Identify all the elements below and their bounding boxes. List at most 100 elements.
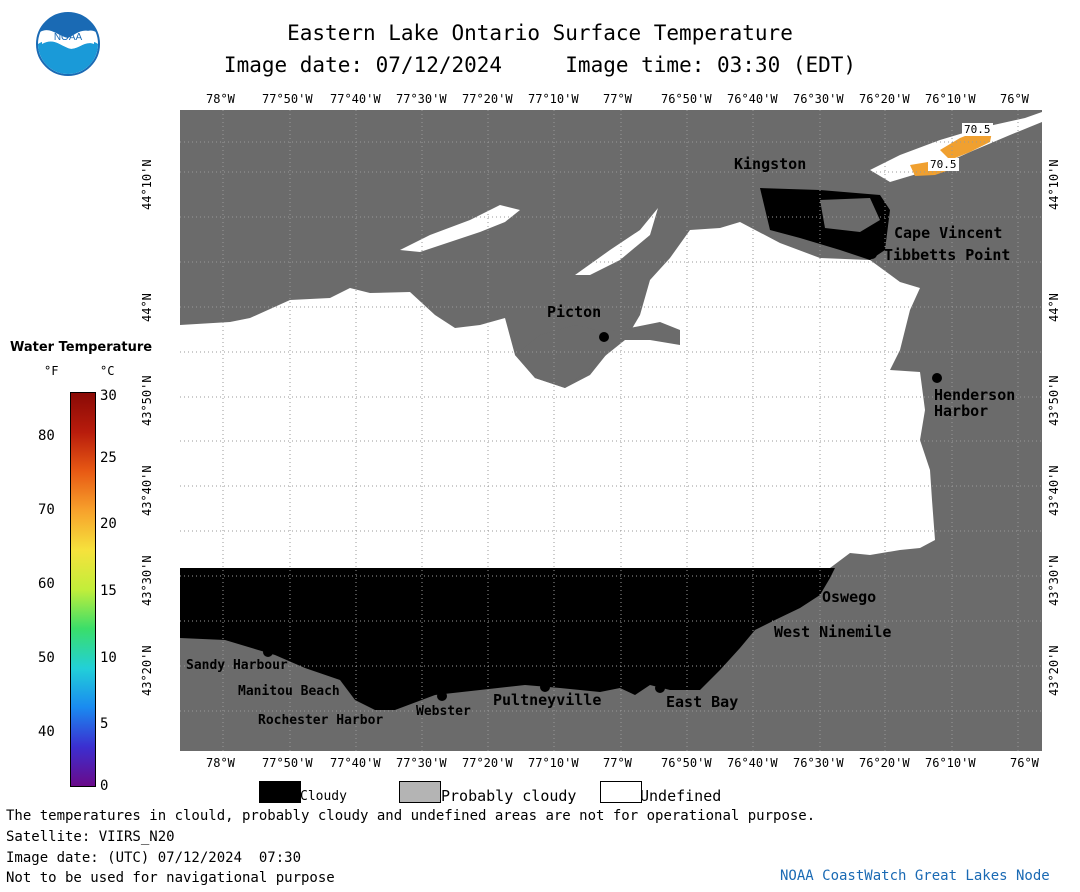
lat-tick: 43°20'N xyxy=(1047,645,1061,696)
lon-tick: 76°20'W xyxy=(859,756,910,770)
lon-tick: 76°40'W xyxy=(727,92,778,106)
lon-tick: 76°30'W xyxy=(793,756,844,770)
map-grid xyxy=(180,110,1042,751)
marker-pultneyville xyxy=(540,682,550,692)
legend-unit-f: °F xyxy=(44,364,59,378)
cloudy-swatch xyxy=(259,781,301,803)
legend-c-tick: 15 xyxy=(100,583,117,599)
lon-tick: 77°10'W xyxy=(528,92,579,106)
legend-c-tick: 20 xyxy=(100,516,117,532)
lon-tick: 77°W xyxy=(603,756,632,770)
marker-sandy-harbour xyxy=(263,647,273,657)
place-label-east-bay: East Bay xyxy=(666,693,739,711)
lake-undefined-area xyxy=(400,205,520,252)
disclaimer-text: The temperatures in clould, probably clo… xyxy=(6,808,816,824)
svg-text:NOAA: NOAA xyxy=(54,32,83,43)
lon-tick: 77°30'W xyxy=(396,756,447,770)
credit-text: NOAA CoastWatch Great Lakes Node xyxy=(780,868,1050,884)
place-label-webster: Webster xyxy=(416,704,471,719)
temperature-pixels xyxy=(940,130,992,160)
place-label-oswego: Oswego xyxy=(822,588,877,606)
navigation-disclaimer: Not to be used for navigational purpose xyxy=(6,870,335,886)
lat-tick: 43°30'N xyxy=(1047,555,1061,606)
lon-tick: 76°W xyxy=(1000,92,1029,106)
marker-tibbetts-point xyxy=(867,249,877,259)
lon-tick: 78°W xyxy=(206,92,235,106)
marker-west-ninemile xyxy=(760,614,770,624)
marker-manitou-beach xyxy=(335,669,345,679)
marker-henderson-harbor xyxy=(932,373,942,383)
lake-undefined-area xyxy=(180,222,935,568)
temp-label: 70.5 xyxy=(962,123,993,136)
place-label-pultneyville: Pultneyville xyxy=(493,691,602,709)
legend-c-tick: 10 xyxy=(100,650,117,666)
lat-tick: 44°10'N xyxy=(1047,159,1061,210)
place-label-picton: Picton xyxy=(547,303,602,321)
temp-label: 70.5 xyxy=(928,158,959,171)
marker-webster xyxy=(437,691,447,701)
probably-cloudy-label: Probably cloudy xyxy=(441,787,577,805)
place-label-manitou-beach: Manitou Beach xyxy=(238,684,340,699)
marker-east-bay xyxy=(655,683,665,693)
legend-c-tick: 0 xyxy=(100,778,109,794)
color-scale-bar xyxy=(70,392,96,787)
marker-cape-vincent xyxy=(877,225,887,235)
lon-tick: 76°40'W xyxy=(727,756,778,770)
utc-date-text: Image date: (UTC) 07/12/2024 07:30 xyxy=(6,850,302,866)
place-label-kingston: Kingston xyxy=(734,155,807,173)
image-date-time: Image date: 07/12/2024 Image time: 03:30… xyxy=(223,53,857,77)
lon-tick: 77°10'W xyxy=(528,756,579,770)
noaa-logo: NOAA xyxy=(36,12,100,76)
legend-c-tick: 5 xyxy=(100,716,109,732)
lon-tick: 76°W xyxy=(1010,756,1039,770)
lon-tick: 76°50'W xyxy=(661,92,712,106)
lon-tick: 76°20'W xyxy=(859,92,910,106)
legend-f-tick: 60 xyxy=(38,576,55,592)
lon-tick: 77°50'W xyxy=(262,756,313,770)
lat-tick: 44°10'N xyxy=(140,159,154,210)
lon-tick: 77°20'W xyxy=(462,756,513,770)
legend-c-tick: 30 xyxy=(100,388,117,404)
lake-map xyxy=(180,110,1042,751)
legend-f-tick: 40 xyxy=(38,724,55,740)
lat-tick: 44°N xyxy=(140,293,154,322)
legend-title: Water Temperature xyxy=(10,340,153,355)
lat-tick: 43°50'N xyxy=(1047,375,1061,426)
legend-unit-c: °C xyxy=(100,364,115,378)
place-markers xyxy=(263,225,942,709)
page-title: Eastern Lake Ontario Surface Temperature xyxy=(287,21,793,45)
land-area xyxy=(820,198,880,232)
lon-tick: 76°10'W xyxy=(925,92,976,106)
marker-oswego xyxy=(805,589,815,599)
legend-f-tick: 50 xyxy=(38,650,55,666)
probably-cloudy-swatch xyxy=(399,781,441,803)
lat-tick: 44°N xyxy=(1047,293,1061,322)
undefined-swatch xyxy=(600,781,642,803)
lat-tick: 43°40'N xyxy=(140,465,154,516)
lon-tick: 76°30'W xyxy=(793,92,844,106)
place-label-cape-vincent: Cape Vincent xyxy=(894,224,1003,242)
lon-tick: 77°30'W xyxy=(396,92,447,106)
place-label-sandy-harbour: Sandy Harbour xyxy=(186,658,288,673)
legend-f-tick: 80 xyxy=(38,428,55,444)
lon-tick: 77°40'W xyxy=(330,92,381,106)
lon-tick: 77°40'W xyxy=(330,756,381,770)
lon-tick: 77°50'W xyxy=(262,92,313,106)
lon-tick: 77°W xyxy=(603,92,632,106)
place-label-tibbetts-point: Tibbetts Point xyxy=(884,246,1011,264)
undefined-label: Undefined xyxy=(640,787,722,805)
lat-tick: 43°40'N xyxy=(1047,465,1061,516)
marker-rochester-harbor xyxy=(380,699,390,709)
land-area xyxy=(515,322,680,388)
marker-picton xyxy=(599,332,609,342)
place-label-west-ninemile: West Ninemile xyxy=(774,623,892,641)
lon-tick: 76°50'W xyxy=(661,756,712,770)
place-label-rochester-harbor: Rochester Harbor xyxy=(258,713,384,728)
place-label-henderson-harbor: Henderson Harbor xyxy=(934,386,1016,420)
lat-tick: 43°50'N xyxy=(140,375,154,426)
satellite-text: Satellite: VIIRS_N20 xyxy=(6,829,175,845)
lat-tick: 43°30'N xyxy=(140,555,154,606)
legend-c-tick: 25 xyxy=(100,450,117,466)
lon-tick: 77°20'W xyxy=(462,92,513,106)
legend-f-tick: 70 xyxy=(38,502,55,518)
